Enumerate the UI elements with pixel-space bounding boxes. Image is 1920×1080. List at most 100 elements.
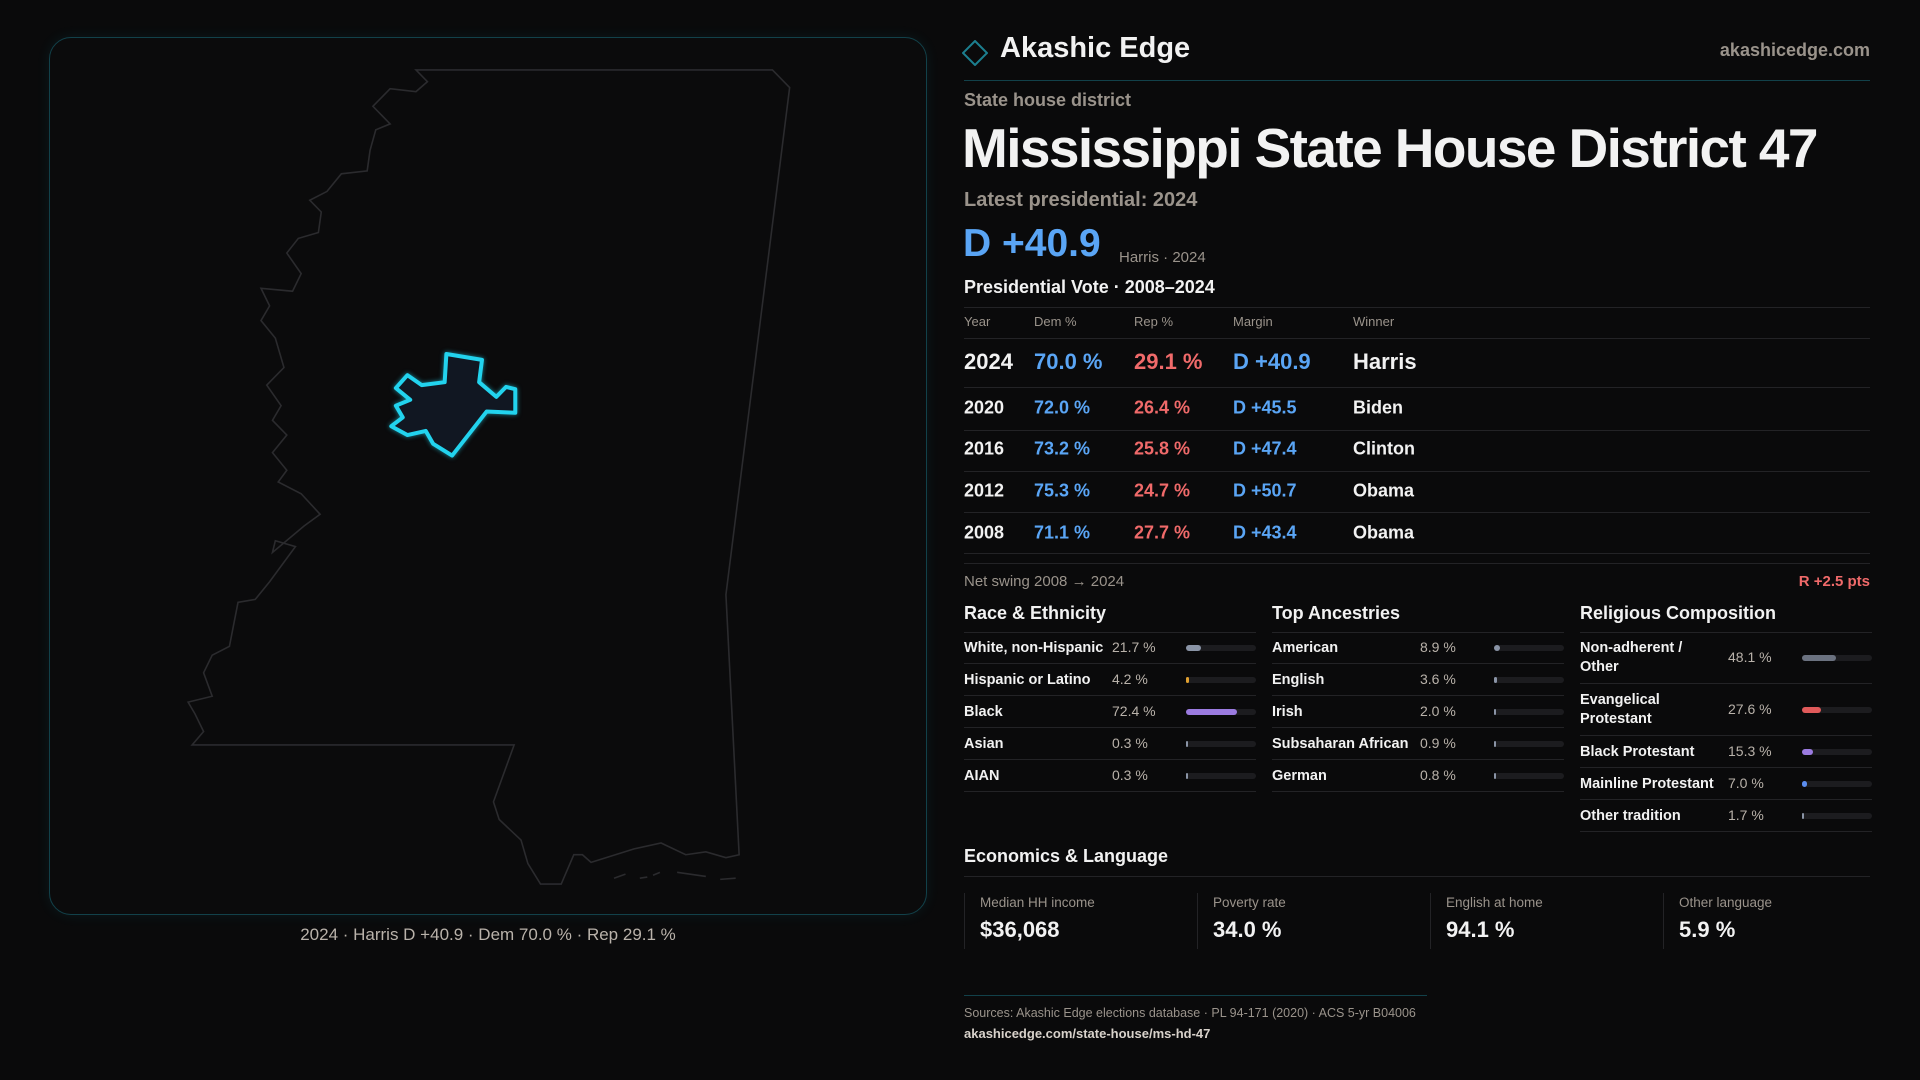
demographic-label: American	[1272, 640, 1339, 656]
demographic-value: 72.4 %	[1112, 703, 1156, 719]
vote-row-2016-dem: 73.2 %	[1034, 438, 1091, 459]
demographic-bar	[1802, 655, 1872, 661]
column-header: Rep %	[1134, 314, 1174, 329]
demographic-bar-fill	[1186, 677, 1189, 683]
demographic-value: 2.0 %	[1420, 703, 1456, 719]
demographic-value: 21.7 %	[1112, 639, 1156, 655]
demographic-value: 0.9 %	[1420, 735, 1456, 751]
section-title: Race & Ethnicity	[964, 603, 1107, 623]
section-title: Religious Composition	[1580, 603, 1776, 623]
demographic-row: Subsaharan African 0.9 %	[1272, 728, 1564, 760]
column-header: Year	[964, 314, 991, 329]
stat-card: Median HH income $36,068	[964, 893, 1197, 949]
demographic-bar	[1186, 709, 1256, 715]
latest-margin: D +40.9	[963, 222, 1101, 265]
vote-row-2024-rep: 29.1 %	[1134, 349, 1203, 374]
site-link[interactable]: akashicedge.com	[1719, 40, 1870, 60]
demographic-bar	[1186, 677, 1256, 683]
stat-value: 94.1 %	[1446, 917, 1515, 942]
vote-row-2020-winner: Biden	[1353, 397, 1404, 418]
votes-title: Presidential Vote · 2008–2024	[964, 277, 1215, 297]
stat-card: Poverty rate 34.0 %	[1197, 893, 1430, 949]
demographic-label: Asian	[964, 736, 1004, 752]
demographic-label: Mainline Protestant	[1580, 776, 1714, 792]
section-title: Top Ancestries	[1272, 603, 1401, 623]
demographic-value: 8.9 %	[1420, 639, 1456, 655]
demographic-bar-fill	[1186, 645, 1202, 651]
stat-label: English at home	[1446, 895, 1543, 910]
vote-row-2024-margin: D +40.9	[1233, 349, 1311, 374]
demographic-label: Irish	[1272, 704, 1303, 720]
demographic-bar	[1494, 645, 1564, 651]
brand-name: Akashic Edge	[1000, 32, 1191, 64]
demographic-bar-fill	[1494, 677, 1497, 683]
vote-row-2024-year: 2024	[964, 349, 1013, 374]
demographic-bar-fill	[1802, 781, 1807, 787]
demographic-row: Hispanic or Latino 4.2 %	[964, 664, 1256, 696]
vote-row-2008-margin: D +43.4	[1233, 522, 1297, 543]
vote-row-2012-year: 2012	[964, 480, 1005, 501]
demographic-bar-fill	[1186, 741, 1188, 747]
demographic-value: 0.3 %	[1112, 767, 1148, 783]
vote-row-2012-margin: D +50.7	[1233, 480, 1297, 501]
demographic-label: White, non-Hispanic	[964, 640, 1104, 656]
demographic-label: German	[1272, 768, 1327, 784]
page-title: Mississippi State House District 47	[962, 117, 1818, 179]
net-swing-label: Net swing 2008 → 2024	[964, 573, 1125, 590]
demographic-value: 3.6 %	[1420, 671, 1456, 687]
stat-value: $36,068	[980, 917, 1060, 942]
demographic-value: 0.3 %	[1112, 735, 1148, 751]
vote-row-2020-margin: D +45.5	[1233, 397, 1297, 418]
latest-margin-sub: Harris · 2024	[1119, 249, 1206, 266]
demographic-bar-fill	[1802, 813, 1804, 819]
demographic-bar-fill	[1494, 709, 1496, 715]
demographic-value: 1.7 %	[1728, 807, 1764, 823]
demographic-label: English	[1272, 672, 1325, 688]
demographic-label: Evangelical Protestant	[1580, 692, 1660, 727]
demographic-row: AIAN 0.3 %	[964, 760, 1256, 792]
demographic-bar	[1494, 773, 1564, 779]
district-shape[interactable]	[391, 354, 515, 456]
demographic-row: English 3.6 %	[1272, 664, 1564, 696]
logo-diamond-icon	[962, 40, 988, 66]
district-type: State house district	[964, 90, 1132, 110]
demographic-value: 15.3 %	[1728, 743, 1772, 759]
vote-row-2020-dem: 72.0 %	[1034, 397, 1091, 418]
demographic-bar	[1186, 773, 1256, 779]
demographic-row: Black 72.4 %	[964, 696, 1256, 728]
demographic-bar	[1802, 781, 1872, 787]
demographic-bar	[1494, 709, 1564, 715]
demographic-bar-fill	[1802, 707, 1822, 713]
demographic-row: Non-adherent / Other 48.1 %	[1580, 632, 1872, 684]
stat-card: Other language 5.9 %	[1663, 893, 1896, 949]
demographic-value: 7.0 %	[1728, 775, 1764, 791]
vote-row-2008-rep: 27.7 %	[1134, 522, 1191, 543]
demographic-row: Other tradition 1.7 %	[1580, 800, 1872, 832]
stat-label: Median HH income	[980, 895, 1095, 910]
demographic-row: Irish 2.0 %	[1272, 696, 1564, 728]
stat-value: 5.9 %	[1679, 917, 1736, 942]
column-header: Winner	[1353, 314, 1395, 329]
demographic-row: German 0.8 %	[1272, 760, 1564, 792]
vote-row-2020-rep: 26.4 %	[1134, 397, 1191, 418]
map-panel	[49, 37, 927, 915]
coast-islands	[614, 872, 736, 879]
demographic-bar-fill	[1494, 773, 1496, 779]
page-url[interactable]: akashicedge.com/state-house/ms-hd-47	[964, 1026, 1211, 1041]
sources-text: Sources: Akashic Edge elections database…	[964, 1006, 1416, 1020]
demographic-bar-fill	[1802, 655, 1836, 661]
demographic-label: Hispanic or Latino	[964, 672, 1091, 688]
demographic-label: AIAN	[964, 768, 1000, 784]
demographic-row: Mainline Protestant 7.0 %	[1580, 768, 1872, 800]
demographic-bar-fill	[1494, 645, 1501, 651]
vote-row-2016-margin: D +47.4	[1233, 438, 1297, 459]
demographic-row: Evangelical Protestant 27.6 %	[1580, 684, 1872, 736]
vote-row-2008-year: 2008	[964, 522, 1005, 543]
demographic-label: Other tradition	[1580, 808, 1681, 824]
latest-label: Latest presidential: 2024	[964, 189, 1198, 211]
demographic-row: American 8.9 %	[1272, 632, 1564, 664]
demographic-row: Black Protestant 15.3 %	[1580, 736, 1872, 768]
demographic-value: 0.8 %	[1420, 767, 1456, 783]
demographic-label: Subsaharan African	[1272, 736, 1409, 752]
